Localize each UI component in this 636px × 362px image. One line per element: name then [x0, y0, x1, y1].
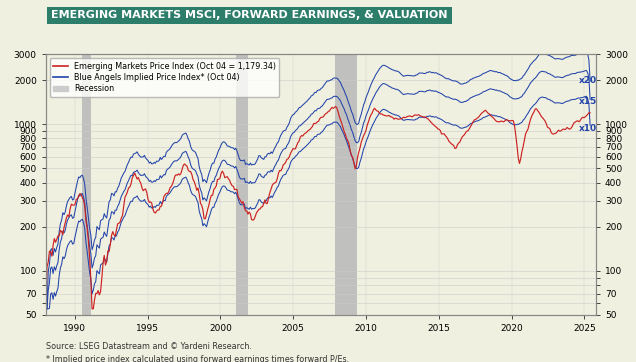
Text: EMERGING MARKETS MSCI, FORWARD EARNINGS, & VALUATION: EMERGING MARKETS MSCI, FORWARD EARNINGS,… — [52, 10, 448, 20]
Text: x20: x20 — [579, 76, 597, 85]
Legend: Emerging Markets Price Index (Oct 04 = 1,179.34), Blue Angels Implied Price Inde: Emerging Markets Price Index (Oct 04 = 1… — [50, 58, 279, 97]
Bar — [237, 54, 248, 315]
Bar — [335, 54, 357, 315]
Text: x10: x10 — [579, 124, 597, 133]
Bar — [82, 54, 91, 315]
Text: Source: LSEG Datastream and © Yardeni Research.: Source: LSEG Datastream and © Yardeni Re… — [46, 342, 252, 351]
Text: * Implied price index calculated using forward earnings times forward P/Es.: * Implied price index calculated using f… — [46, 355, 349, 362]
Text: x15: x15 — [579, 97, 597, 106]
